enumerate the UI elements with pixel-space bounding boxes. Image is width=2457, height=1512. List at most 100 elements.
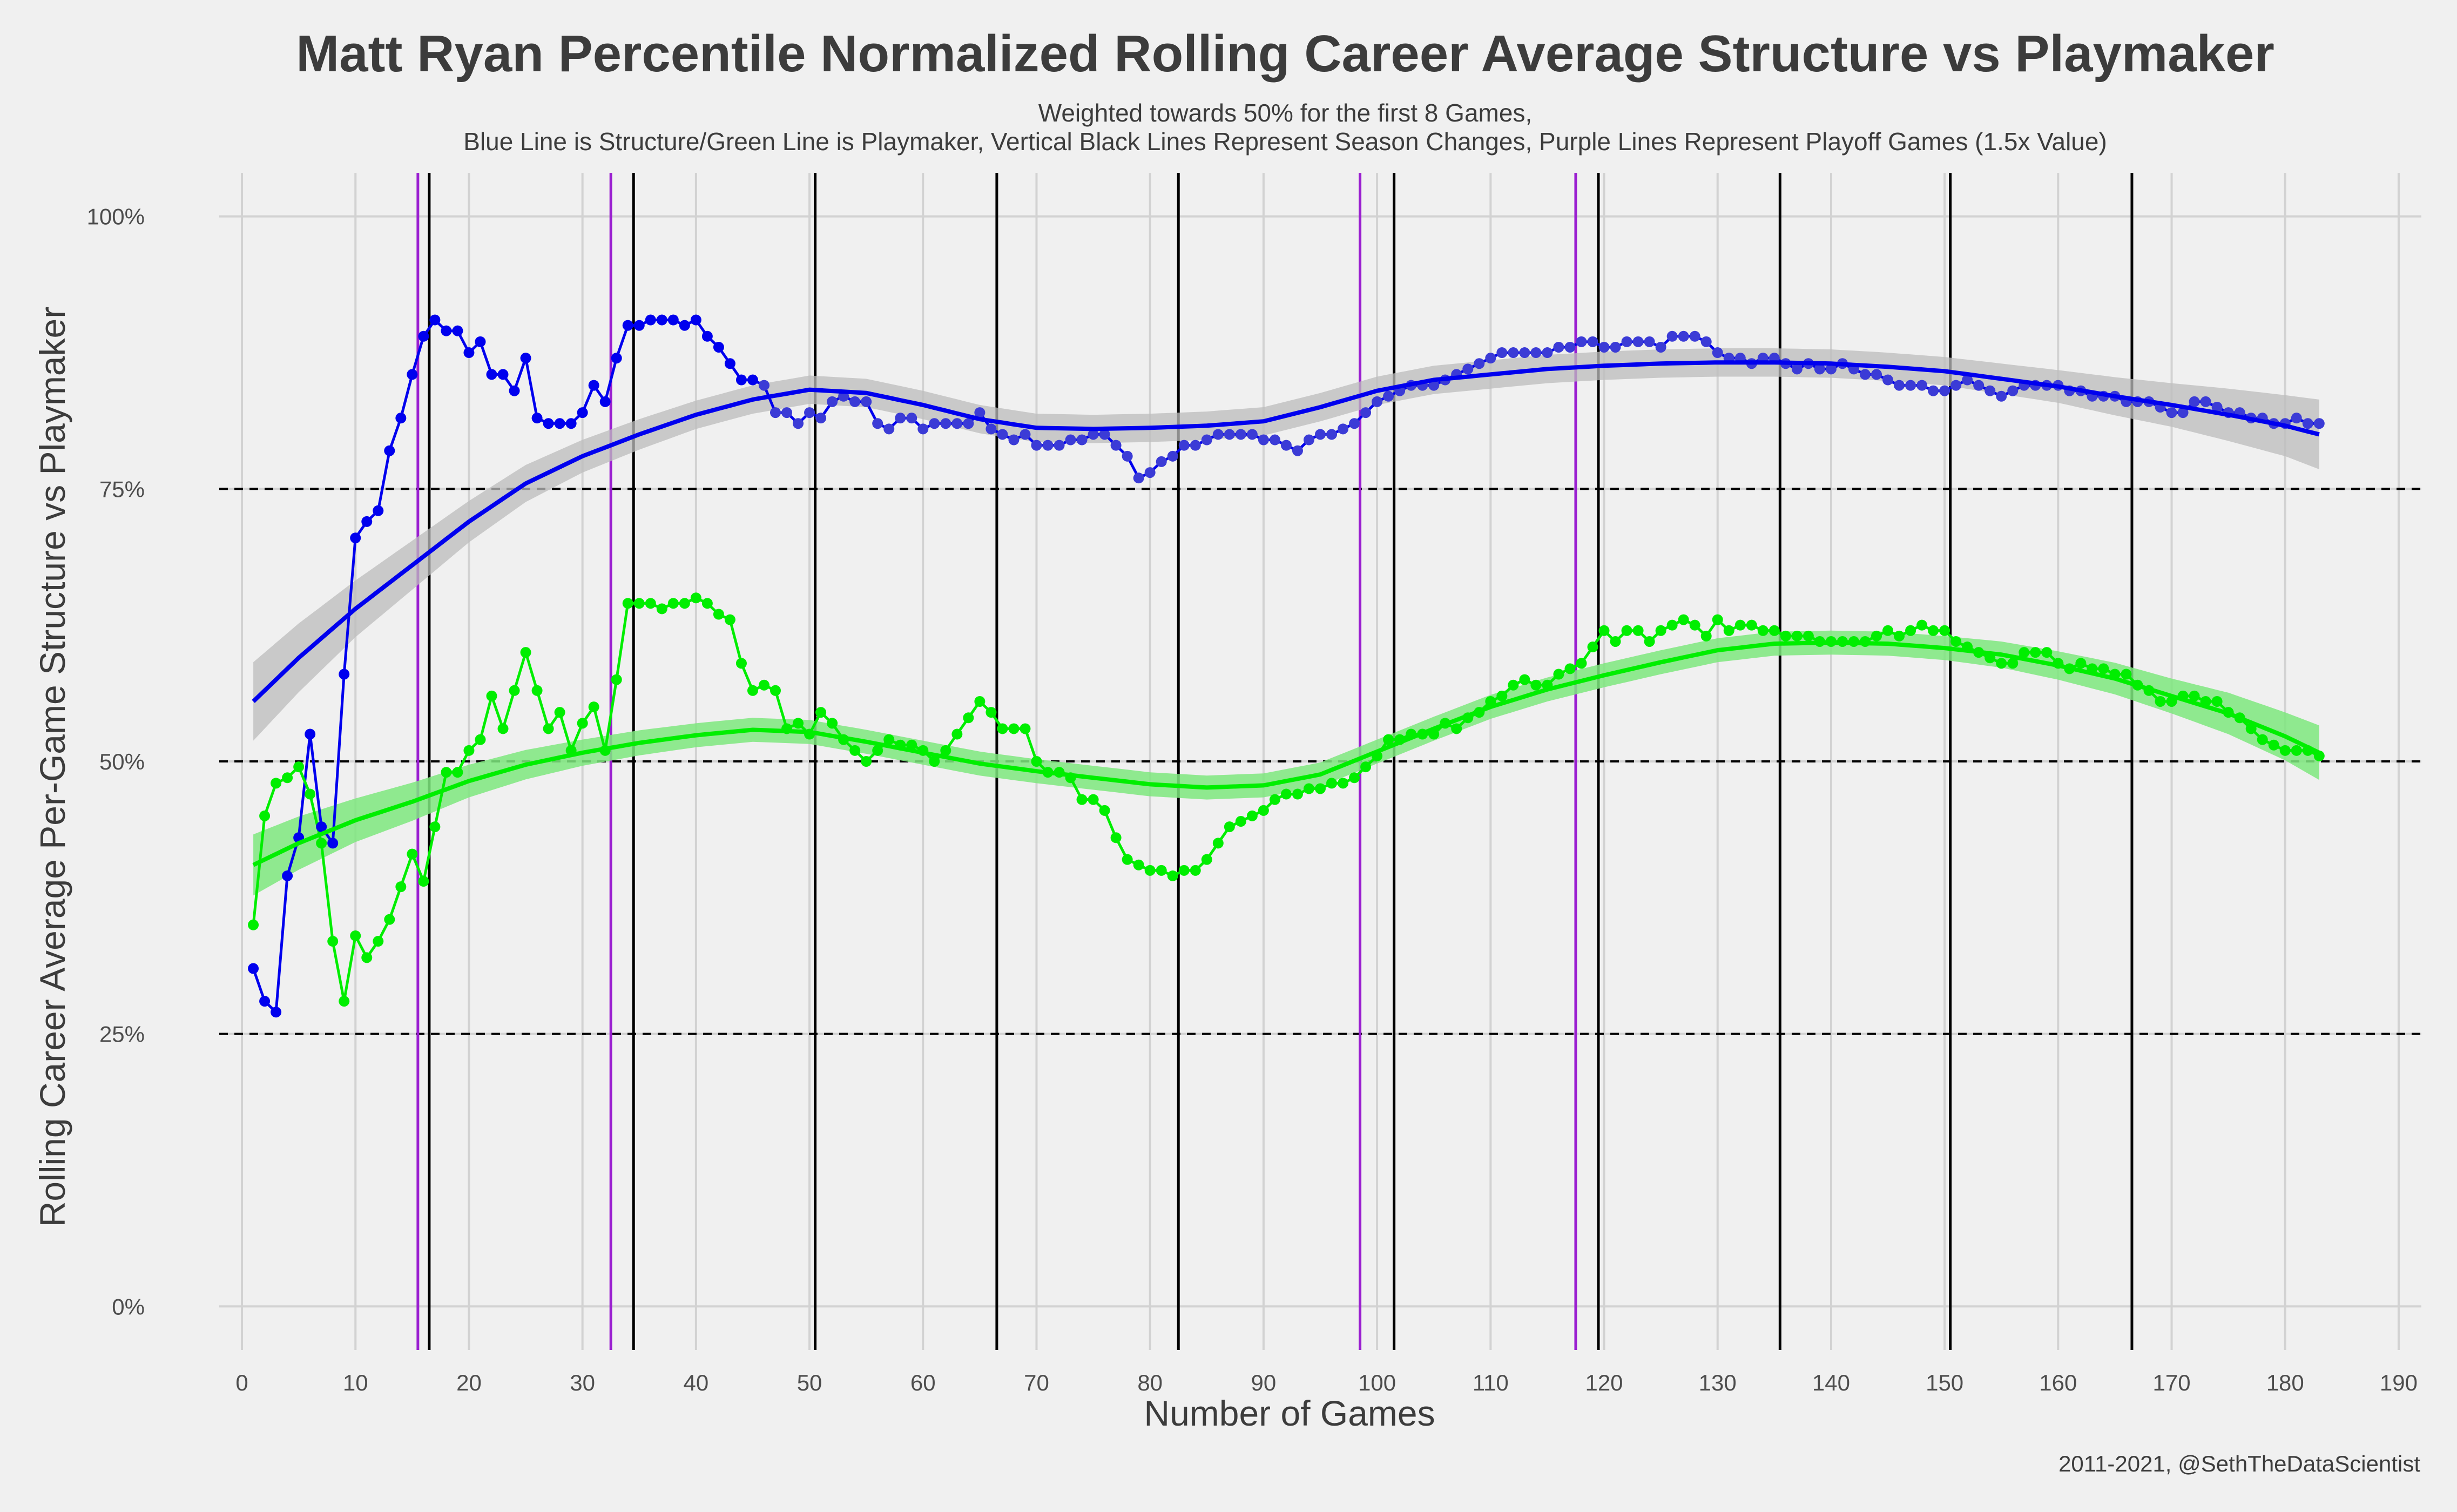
structure-point [599, 396, 611, 407]
playmaker-point [1598, 625, 1610, 636]
playmaker-point [747, 685, 758, 696]
playmaker-point [1757, 625, 1769, 636]
x-tick-label: 110 [1473, 1370, 1509, 1395]
playmaker-point [724, 614, 735, 625]
structure-point [1564, 341, 1576, 353]
x-tick-label: 60 [910, 1370, 936, 1395]
playmaker-point [2257, 734, 2268, 745]
x-tick-label: 80 [1137, 1370, 1163, 1395]
playmaker-point [1190, 865, 1201, 876]
structure-point [1269, 434, 1280, 446]
structure-point [1791, 363, 1803, 375]
structure-point [1985, 385, 1996, 396]
tick-labels: 0 10 20 30 40 50 60 70 80 90 100 110 120 130 140 150 160… [87, 204, 2418, 1395]
structure-point [974, 407, 986, 418]
structure-point [1338, 423, 1349, 435]
structure-point [1576, 336, 1587, 347]
structure-point [1678, 330, 1689, 342]
data-points [248, 314, 2325, 1018]
playmaker-point [2279, 745, 2291, 756]
structure-point [906, 413, 917, 424]
structure-point [1349, 418, 1360, 429]
playmaker-point [1326, 778, 1338, 789]
structure-point [645, 314, 656, 326]
structure-point [1224, 429, 1235, 440]
structure-point [1825, 363, 1837, 375]
playmaker-point [1338, 778, 1349, 789]
structure-point [316, 821, 327, 833]
playmaker-point [1564, 663, 1576, 674]
playmaker-point [1201, 854, 1212, 865]
structure-point [1258, 434, 1269, 446]
x-tick-label: 130 [1699, 1370, 1737, 1395]
playmaker-point [486, 690, 497, 701]
playmaker-point [282, 772, 293, 784]
structure-point [1190, 440, 1201, 451]
structure-point [1383, 390, 1394, 402]
structure-point [735, 374, 747, 386]
structure-point [441, 325, 452, 336]
playmaker-point [1632, 625, 1644, 636]
structure-point [1814, 363, 1825, 375]
playmaker-point [1712, 614, 1723, 625]
structure-point [747, 374, 758, 386]
playmaker-point [735, 658, 747, 669]
structure-point [2211, 401, 2223, 413]
structure-point [622, 320, 633, 331]
playmaker-point [827, 718, 838, 729]
structure-point [2302, 418, 2313, 429]
structure-point [690, 314, 701, 326]
playmaker-point [1383, 734, 1394, 745]
structure-point [1598, 341, 1610, 353]
playmaker-point [633, 598, 645, 609]
playmaker-point [997, 723, 1008, 734]
structure-point [1110, 440, 1122, 451]
structure-point [611, 353, 622, 364]
structure-point [395, 413, 407, 424]
structure-point [1076, 434, 1088, 446]
playmaker-point [1996, 658, 2007, 669]
playmaker-point [327, 936, 339, 947]
playmaker-point [1088, 794, 1099, 805]
playmaker-point [429, 821, 441, 833]
structure-point [1020, 429, 1031, 440]
playmaker-trend-line [252, 640, 2320, 867]
playmaker-point [1167, 870, 1178, 881]
structure-point [1916, 380, 1928, 391]
chart-title: Matt Ryan Percentile Normalized Rolling … [296, 25, 2274, 83]
playmaker-point [259, 810, 271, 821]
playmaker-point [1020, 723, 1031, 734]
structure-point [1008, 434, 1020, 446]
structure-point [1212, 429, 1224, 440]
x-tick-label: 170 [2153, 1370, 2191, 1395]
playmaker-point [872, 745, 883, 756]
playmaker-point [1678, 614, 1689, 625]
x-tick-label: 140 [1812, 1370, 1850, 1395]
playmaker-point [1905, 625, 1916, 636]
structure-point [1144, 467, 1156, 478]
playmaker-point [1292, 788, 1303, 800]
structure-point [883, 423, 895, 435]
playmaker-point [2007, 658, 2019, 669]
playmaker-point [452, 767, 463, 778]
structure-point [1496, 347, 1508, 359]
structure-point [1700, 336, 1712, 347]
structure-point [531, 413, 543, 424]
structure-point [667, 314, 679, 326]
structure-point [509, 385, 520, 396]
structure-point [327, 838, 339, 849]
playmaker-point [1133, 859, 1144, 870]
structure-point [350, 532, 361, 544]
playmaker-point [1689, 619, 1700, 631]
playmaker-point [1269, 794, 1280, 805]
playmaker-point [2075, 658, 2087, 669]
structure-point [1042, 440, 1054, 451]
playmaker-point [1519, 674, 1530, 685]
playmaker-point [622, 598, 633, 609]
x-tick-label: 10 [343, 1370, 368, 1395]
playmaker-point [679, 598, 690, 609]
playmaker-point [384, 914, 395, 925]
playmaker-point [1246, 810, 1258, 821]
structure-point [770, 407, 781, 418]
